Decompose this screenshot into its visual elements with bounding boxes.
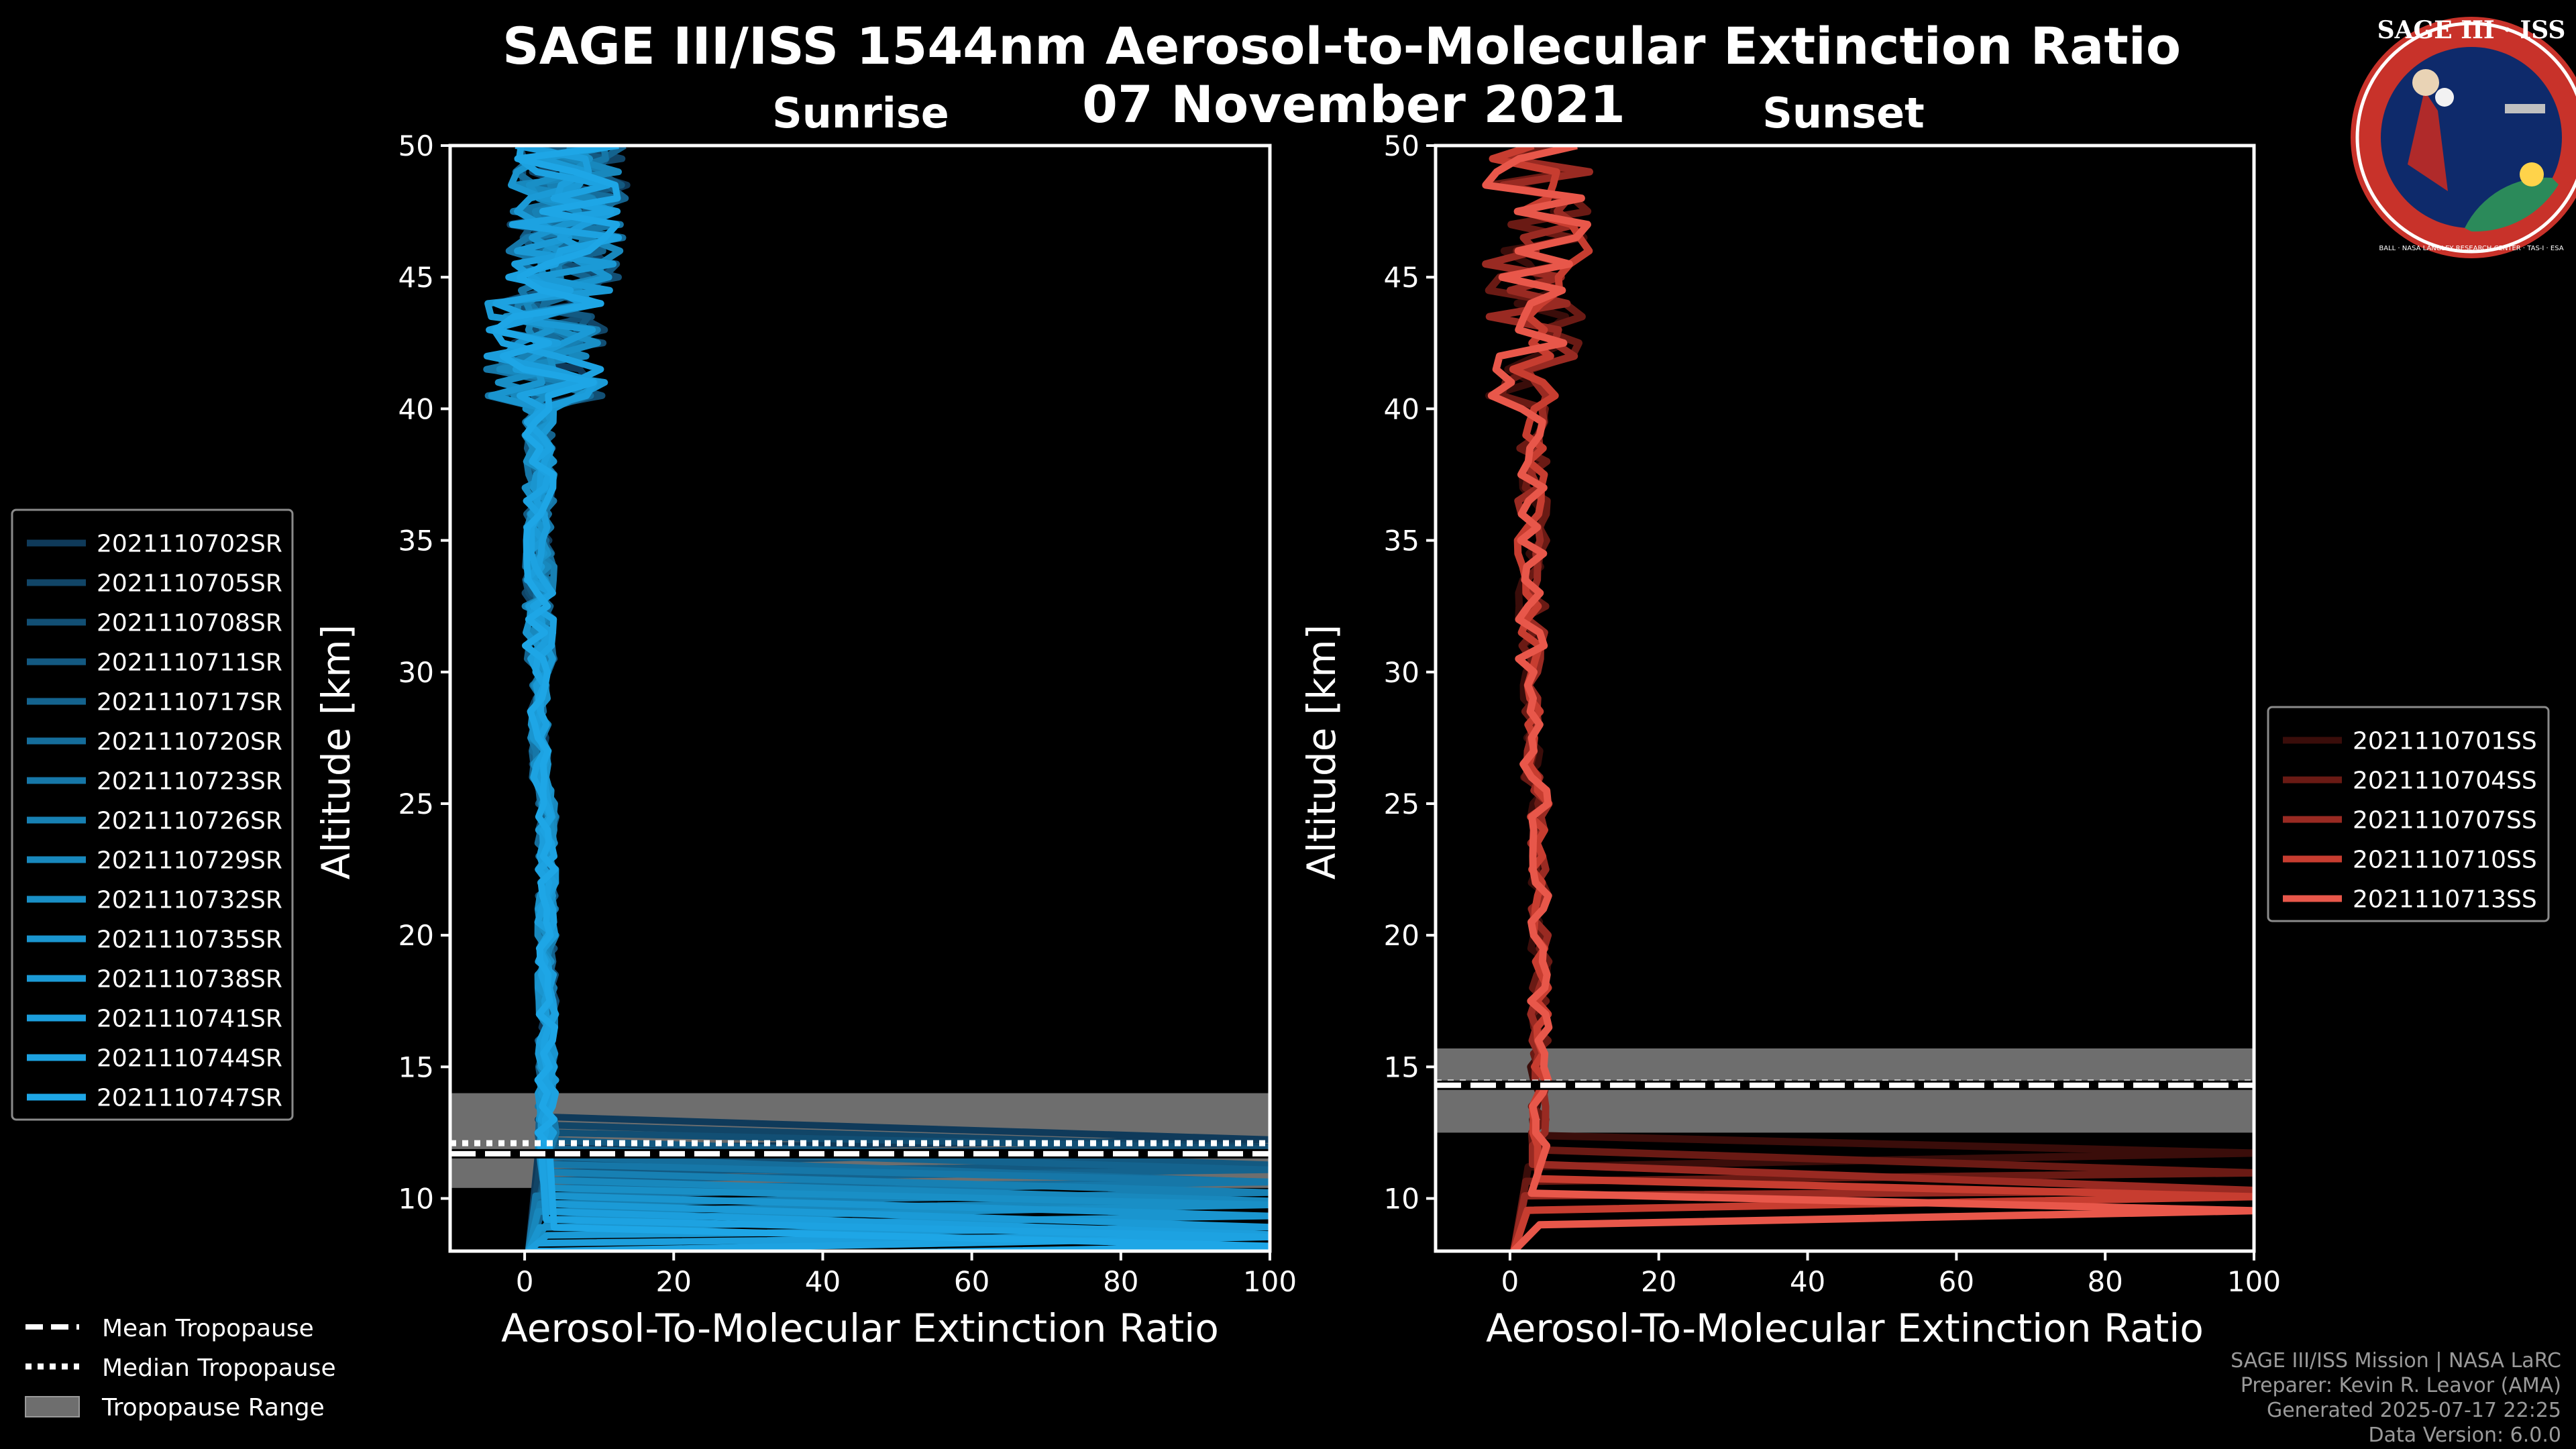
y-tick-label: 35 bbox=[398, 525, 434, 557]
y-tick-label: 40 bbox=[1384, 392, 1419, 425]
panel-title-sunset: Sunset bbox=[1762, 89, 1925, 138]
legend-entry: 2021110717SR bbox=[97, 689, 282, 716]
y-tick-label: 20 bbox=[398, 919, 434, 952]
y-tick-label: 45 bbox=[398, 261, 434, 294]
y-tick-label: 10 bbox=[1384, 1183, 1419, 1216]
legend-entry: 2021110707SS bbox=[2353, 807, 2537, 835]
legend-entry: 2021110723SR bbox=[97, 768, 282, 796]
panel-title-sunrise: Sunrise bbox=[772, 89, 949, 138]
legend-entry: 2021110726SR bbox=[97, 808, 282, 835]
y-tick-label: 30 bbox=[398, 656, 434, 689]
profile-lines bbox=[1482, 146, 2254, 1251]
logo-figure-icon bbox=[2408, 91, 2448, 191]
logo-planet-icon bbox=[2465, 177, 2559, 232]
legend-tropopause: Mean Tropopause Median Tropopause Tropopau… bbox=[25, 1315, 336, 1421]
y-tick-label: 40 bbox=[398, 392, 434, 425]
credit-line: SAGE III/ISS Mission | NASA LaRC bbox=[2231, 1349, 2561, 1373]
y-tick-label: 20 bbox=[1384, 919, 1419, 952]
legend-entry: 2021110741SR bbox=[97, 1006, 282, 1033]
x-tick-label: 40 bbox=[1790, 1265, 1825, 1298]
x-tick-label: 20 bbox=[1641, 1265, 1676, 1298]
legend-sunrise: 2021110702SR 2021110705SR 2021110708SR 2021… bbox=[11, 508, 294, 1121]
legend-entry: 2021110729SR bbox=[97, 847, 282, 875]
logo-sun-icon bbox=[2520, 162, 2544, 186]
legend-entry: Tropopause Range bbox=[101, 1394, 325, 1421]
tropopause-range-band bbox=[1436, 1048, 2254, 1133]
x-tick-label: 100 bbox=[1243, 1265, 1297, 1298]
legend-entry: 2021110744SR bbox=[97, 1045, 282, 1073]
panel-sunset: 0 20 40 60 80 100 10 15 20 25 30 35 40 45 50 Aerosol-To… bbox=[1299, 129, 2281, 1351]
x-tick-label: 0 bbox=[1501, 1265, 1519, 1298]
legend-entry: 2021110713SS bbox=[2353, 886, 2537, 914]
plot-frame bbox=[1434, 144, 2256, 1253]
logo-figure-head-icon bbox=[2412, 69, 2439, 96]
x-tick-label: 60 bbox=[954, 1265, 989, 1298]
y-tick-label: 35 bbox=[1384, 525, 1419, 557]
logo-station-icon bbox=[2505, 104, 2545, 113]
y-axis-label: Altitude [km] bbox=[313, 625, 359, 879]
y-tick-label: 15 bbox=[398, 1051, 434, 1083]
legend-entry: 2021110702SR bbox=[97, 531, 282, 558]
x-tick-label: 40 bbox=[805, 1265, 841, 1298]
profile-lines bbox=[483, 146, 1270, 1251]
y-tick-label: 25 bbox=[1384, 788, 1419, 820]
x-axis-label: Aerosol-To-Molecular Extinction Ratio bbox=[1486, 1305, 2204, 1351]
legend-entry: 2021110711SR bbox=[97, 649, 282, 677]
legend-entry: 2021110720SR bbox=[97, 729, 282, 756]
sage-logo: SAGE III · ISS BALL · NASA LANGLEY RESEA… bbox=[2351, 16, 2576, 258]
x-tick-label: 80 bbox=[2087, 1265, 2123, 1298]
legend-entry: 2021110708SR bbox=[97, 610, 282, 637]
credit-line: Generated 2025-07-17 22:25 bbox=[2267, 1399, 2561, 1422]
legend-entry: 2021110705SR bbox=[97, 570, 282, 598]
y-tick-label: 50 bbox=[1384, 129, 1419, 162]
credit-line: Preparer: Kevin R. Leavor (AMA) bbox=[2241, 1374, 2561, 1397]
y-tick-label: 15 bbox=[1384, 1051, 1419, 1083]
chart-subtitle: 07 November 2021 bbox=[1082, 74, 1625, 134]
panel-sunrise: 0 20 40 60 80 100 10 15 20 25 30 35 40 45 50 Aerosol-To… bbox=[313, 129, 1297, 1351]
legend-entry: 2021110732SR bbox=[97, 887, 282, 914]
legend-entry: Mean Tropopause bbox=[102, 1315, 314, 1342]
y-axis-label: Altitude [km] bbox=[1299, 625, 1344, 879]
y-tick-label: 50 bbox=[398, 129, 434, 162]
x-tick-label: 20 bbox=[656, 1265, 692, 1298]
x-tick-label: 60 bbox=[1939, 1265, 1974, 1298]
logo-moon-icon bbox=[2435, 88, 2454, 107]
x-axis-label: Aerosol-To-Molecular Extinction Ratio bbox=[501, 1305, 1219, 1351]
logo-ring-text: BALL · NASA LANGLEY RESEARCH CENTER · TA… bbox=[2379, 245, 2563, 252]
legend-frame bbox=[2267, 706, 2550, 922]
legend-entry: 2021110738SR bbox=[97, 966, 282, 994]
credits: SAGE III/ISS Mission | NASA LaRC Prepare… bbox=[2231, 1349, 2561, 1447]
y-tick-label: 10 bbox=[398, 1183, 434, 1216]
y-tick-label: 45 bbox=[1384, 261, 1419, 294]
legend-entry: 2021110747SR bbox=[97, 1085, 282, 1112]
y-tick-label: 25 bbox=[398, 788, 434, 820]
profile-line-2021110747SR bbox=[492, 146, 1270, 1251]
legend-swatch-range bbox=[25, 1396, 80, 1417]
x-tick-label: 100 bbox=[2227, 1265, 2281, 1298]
plot-frame bbox=[448, 144, 1272, 1253]
legend-entry: 2021110701SS bbox=[2353, 728, 2537, 755]
legend-entry: 2021110710SS bbox=[2353, 847, 2537, 874]
legend-sunset: 2021110701SS 2021110704SS 2021110707SS 2021… bbox=[2267, 706, 2550, 922]
x-tick-label: 0 bbox=[516, 1265, 534, 1298]
x-tick-label: 80 bbox=[1103, 1265, 1138, 1298]
legend-entry: 2021110735SR bbox=[97, 926, 282, 954]
y-tick-label: 30 bbox=[1384, 656, 1419, 689]
legend-entry: 2021110704SS bbox=[2353, 767, 2537, 795]
chart-title: SAGE III/ISS 1544nm Aerosol-to-Molecular… bbox=[502, 16, 2181, 76]
credit-line: Data Version: 6.0.0 bbox=[2369, 1424, 2561, 1447]
legend-entry: Median Tropopause bbox=[102, 1354, 336, 1382]
logo-inner-ring bbox=[2355, 21, 2576, 254]
logo-title: SAGE III · ISS bbox=[2377, 16, 2566, 44]
profile-line-2021110713SS bbox=[1482, 146, 2254, 1251]
